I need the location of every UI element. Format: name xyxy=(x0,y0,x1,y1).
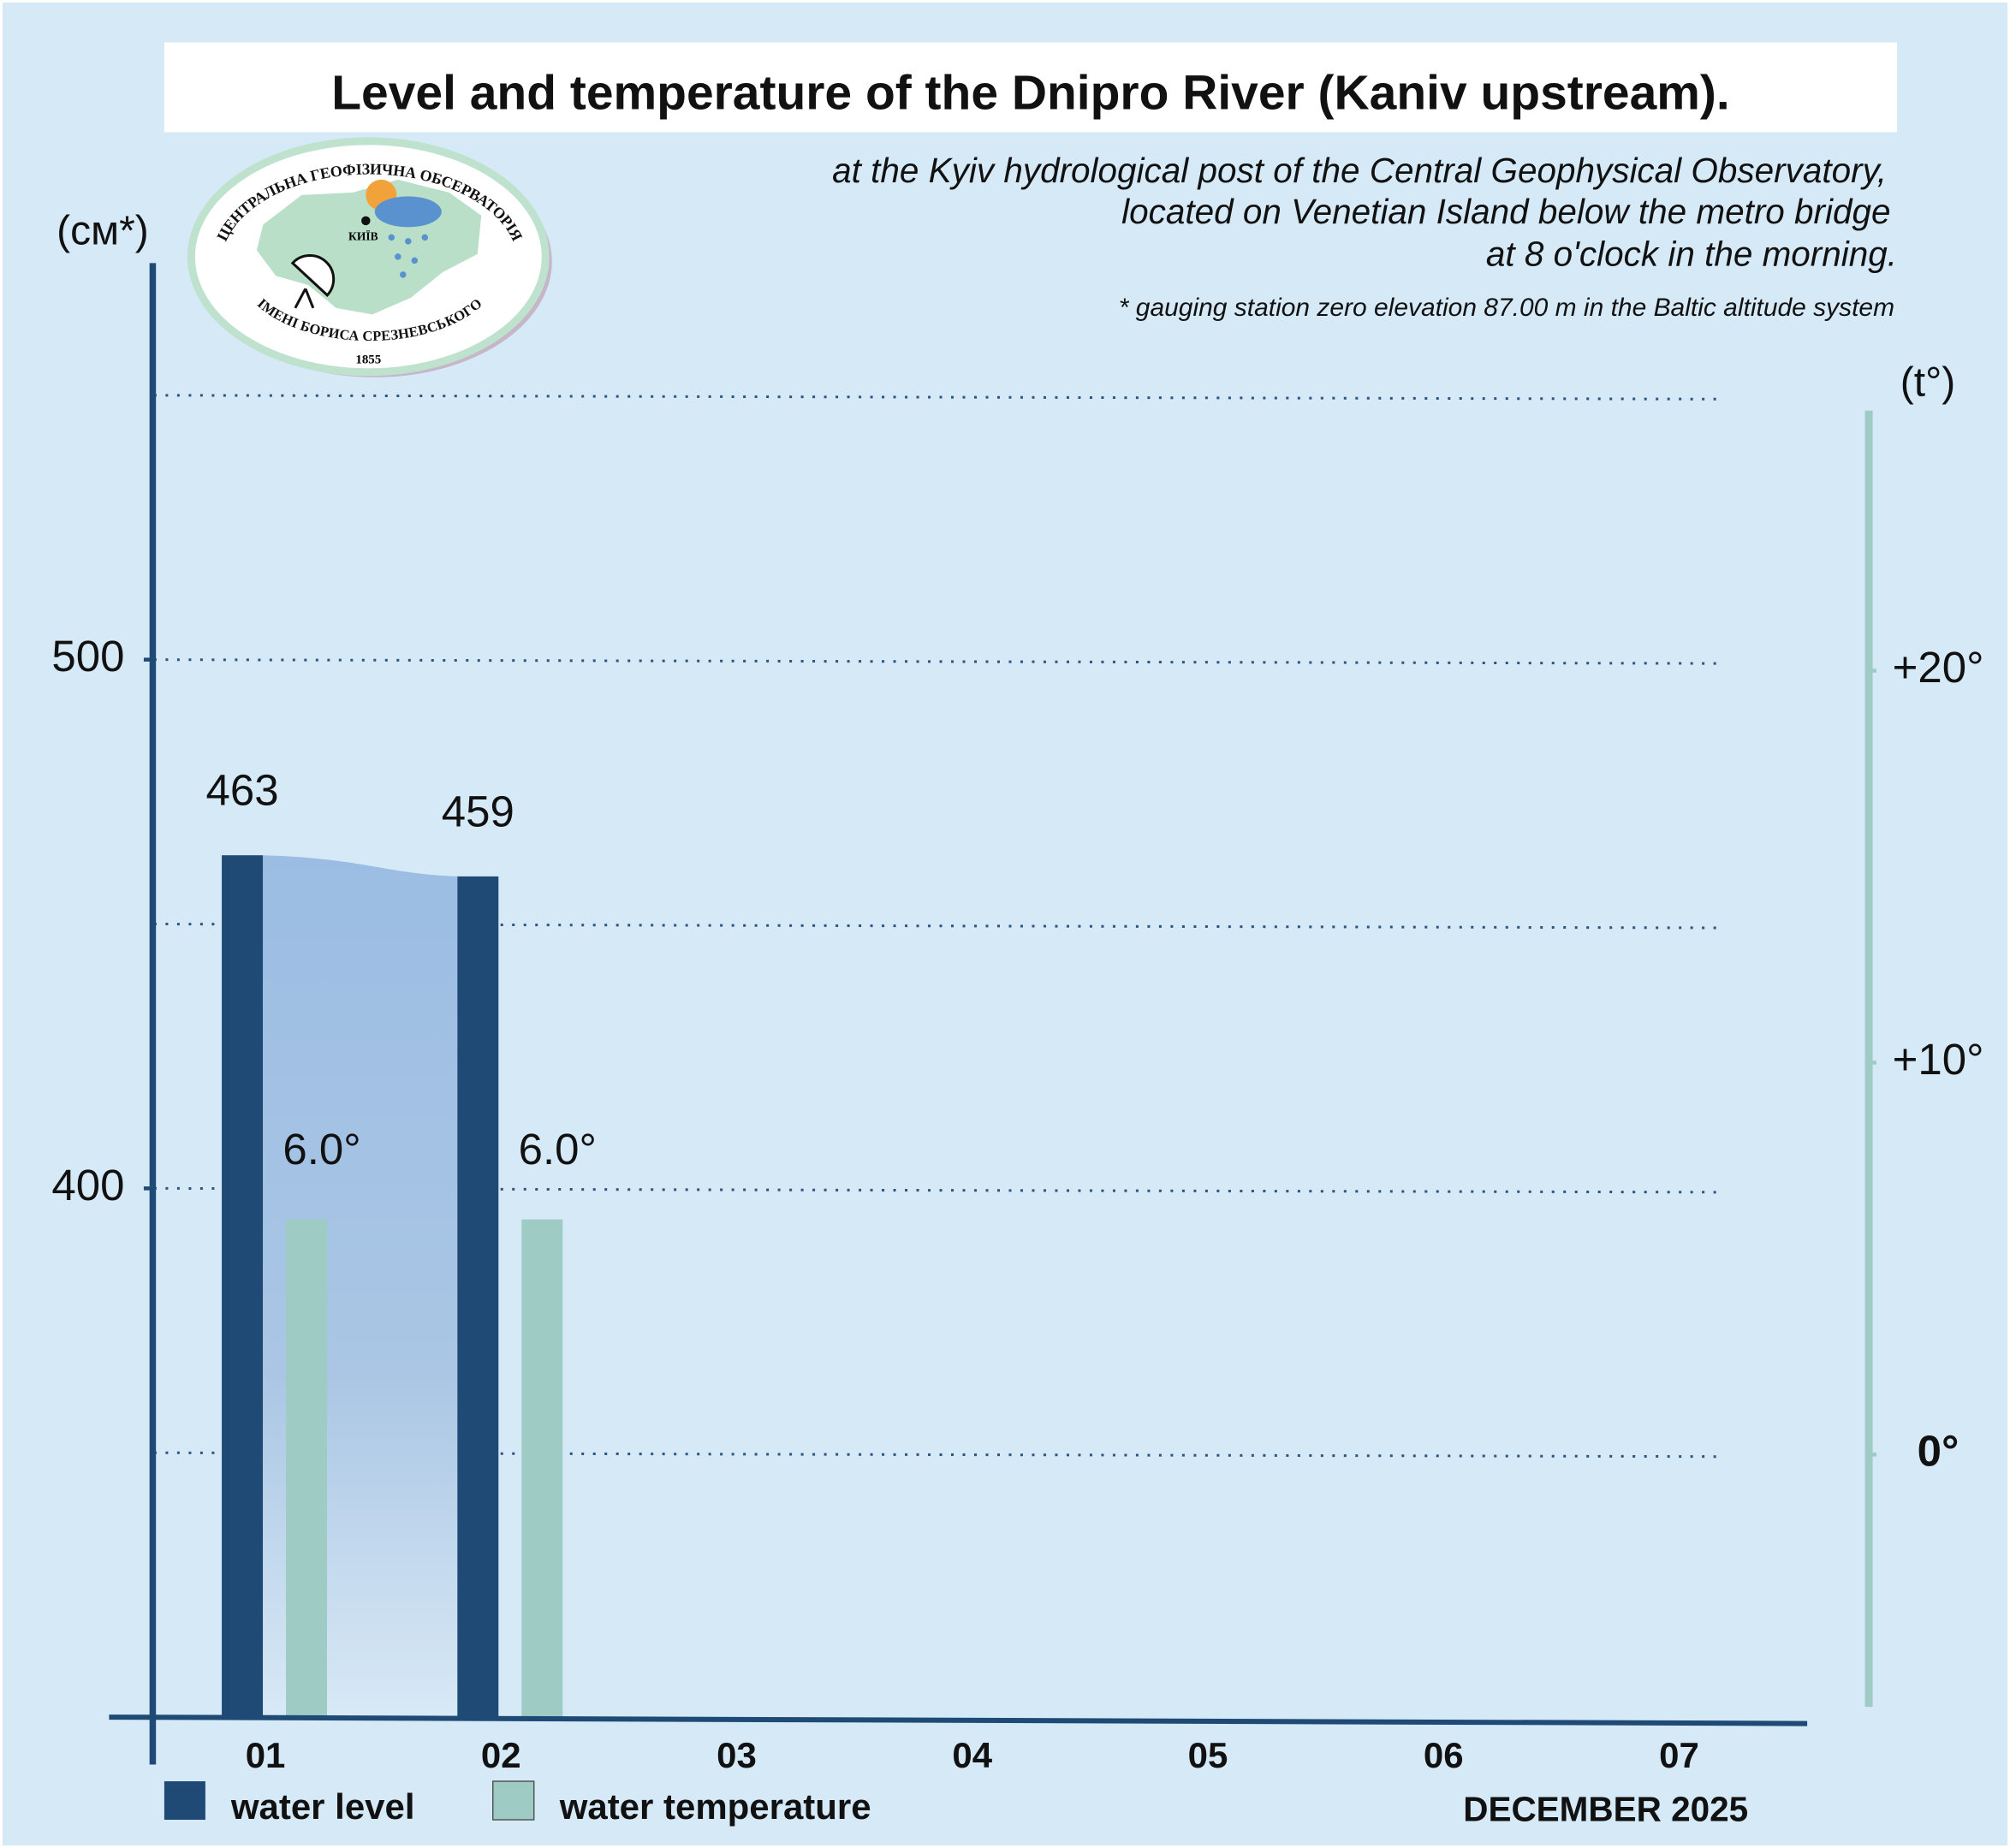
x-axis-label: DECEMBER 2025 xyxy=(1463,1790,1748,1829)
logo-dish-stand xyxy=(294,288,315,309)
subtitle: located on Venetian Island below the met… xyxy=(1121,192,1890,231)
subtitle: at the Kyiv hydrological post of the Cen… xyxy=(832,151,1887,190)
temperature-value-label: 6.0° xyxy=(282,1125,360,1174)
x-tick-label: 06 xyxy=(1424,1735,1464,1775)
logo-city: КИЇВ xyxy=(348,229,378,242)
title-box xyxy=(164,42,1898,133)
plot xyxy=(222,855,563,1718)
legend[interactable]: water level water temperature xyxy=(164,1780,871,1827)
legend-swatch[interactable] xyxy=(492,1780,535,1821)
logo-cloud xyxy=(374,196,442,228)
logo-rain xyxy=(388,234,429,278)
logo-year: 1855 xyxy=(355,354,381,367)
footnote: * gauging station zero elevation 87.00 m… xyxy=(1119,294,1894,322)
x-tick-label: 01 xyxy=(246,1735,286,1775)
level-value-label: 463 xyxy=(206,766,279,815)
level-bar xyxy=(457,876,499,1718)
temperature-value-label: 6.0° xyxy=(519,1125,597,1174)
labels: 400 500 0° +10° +20° 01 02 03 04 05 06 07 463 459 6.0°… xyxy=(51,632,1983,1775)
logo: КИЇВ ЦЕНТРАЛЬНА ГЕОФІЗИЧНА ОБСЕРВАТОРІЯ … xyxy=(187,137,552,377)
x-tick-label: 03 xyxy=(717,1735,757,1775)
legend-label[interactable]: water temperature xyxy=(559,1786,871,1827)
legend-swatch[interactable] xyxy=(164,1781,205,1821)
y2-tick-label: 0° xyxy=(1918,1427,1959,1476)
temperature-bar xyxy=(286,1219,328,1718)
temperature-bar xyxy=(521,1219,563,1718)
y-tick-label: 400 xyxy=(51,1161,124,1209)
y2-tick-label: +10° xyxy=(1893,1035,1984,1084)
x-tick-label: 05 xyxy=(1188,1735,1228,1775)
chart-title: Level and temperature of the Dnipro Rive… xyxy=(331,65,1729,120)
x-tick-label: 02 xyxy=(481,1735,521,1775)
x-tick-label: 04 xyxy=(952,1735,992,1775)
level-bar xyxy=(222,855,264,1718)
legend-label[interactable]: water level xyxy=(230,1786,415,1827)
y2-axis-label: (t°) xyxy=(1900,359,1955,405)
subtitle: at 8 o'clock in the morning. xyxy=(1486,235,1897,274)
y2-tick-label: +20° xyxy=(1893,643,1984,692)
logo-city-dot xyxy=(361,216,371,226)
y-tick-label: 500 xyxy=(51,632,124,680)
logo-dish xyxy=(290,254,336,297)
x-axis-line xyxy=(109,1714,1808,1726)
level-value-label: 459 xyxy=(442,787,514,835)
y-axis-label: (см*) xyxy=(56,209,149,254)
x-tick-label: 07 xyxy=(1659,1735,1699,1775)
